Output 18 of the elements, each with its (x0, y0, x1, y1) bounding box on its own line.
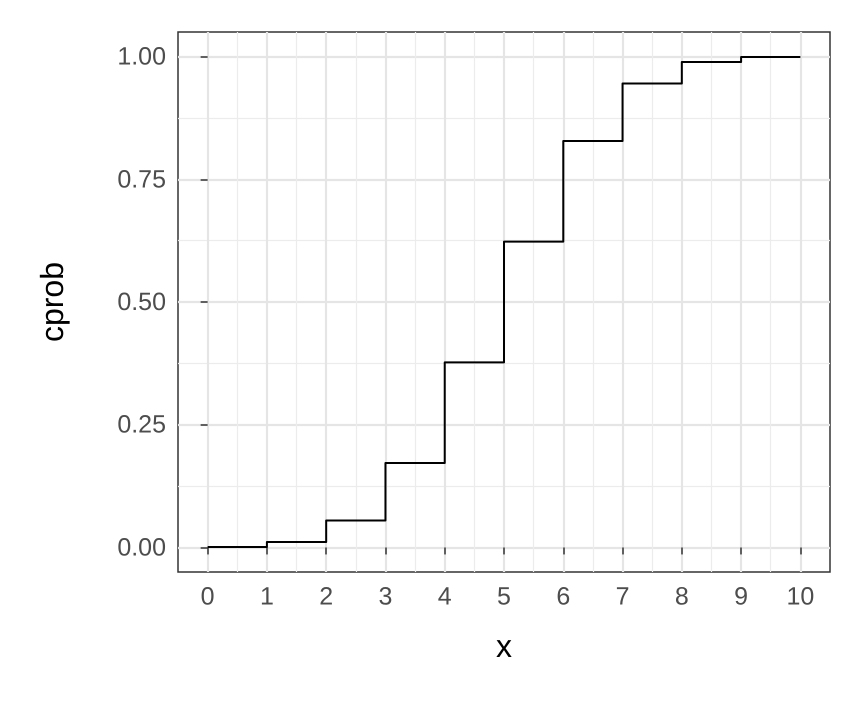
y-axis-title: cprob (34, 262, 70, 342)
x-tick-label: 5 (497, 582, 511, 610)
x-tick-label: 0 (200, 582, 215, 610)
y-tick-label: 0.50 (117, 288, 166, 316)
x-tick-label: 1 (260, 582, 274, 610)
x-tick-label: 4 (438, 582, 452, 610)
x-tick-label: 9 (734, 582, 748, 610)
y-tick-label: 0.00 (117, 533, 166, 562)
x-tick-label: 7 (616, 582, 630, 610)
x-tick-label: 8 (674, 582, 689, 610)
y-tick-label: 0.25 (117, 410, 166, 439)
x-tick-label: 3 (378, 582, 392, 610)
x-tick-label: 10 (786, 582, 814, 610)
y-tick-label: 0.75 (117, 165, 166, 194)
y-tick-label: 1.00 (117, 42, 166, 71)
x-tick-label: 6 (556, 582, 570, 610)
x-tick-label: 2 (319, 582, 334, 610)
x-axis-title: x (496, 628, 512, 664)
